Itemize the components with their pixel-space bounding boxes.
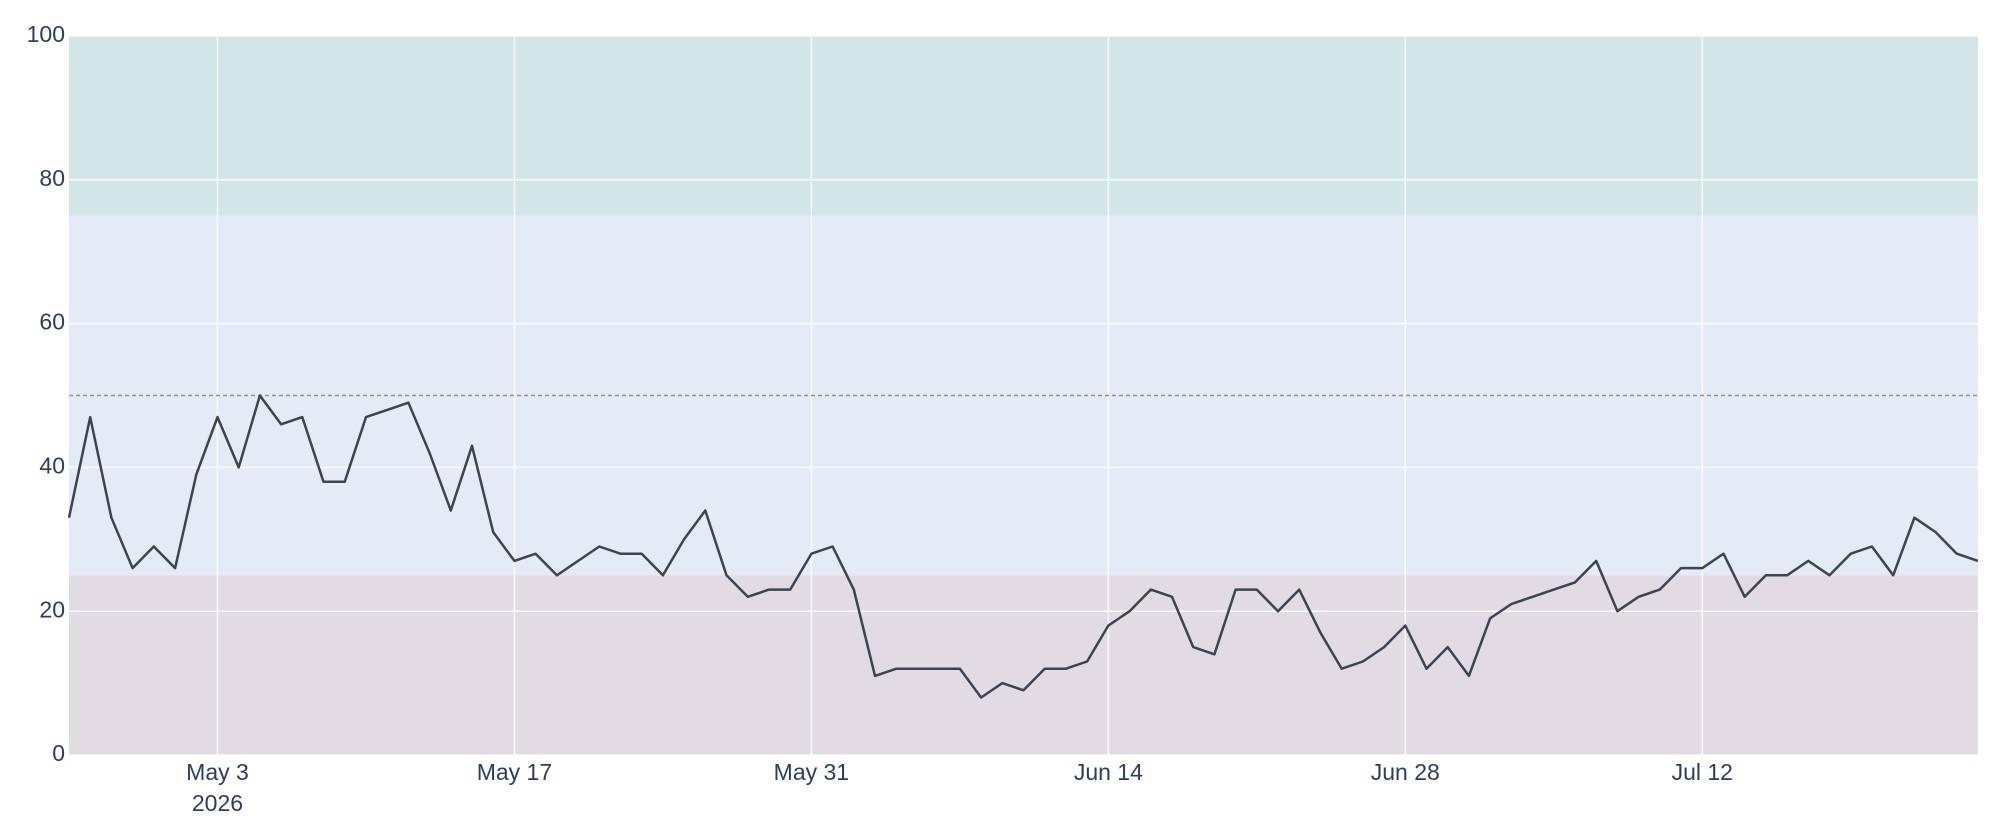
x-year-label: 2026 [192, 790, 243, 816]
band [69, 575, 1978, 755]
data-line [67, 394, 1979, 699]
x-tick-label: Jun 14 [1074, 759, 1143, 785]
x-tick-label: Jun 28 [1371, 759, 1440, 785]
y-tick-label: 20 [39, 596, 65, 622]
y-tick-label: 40 [39, 452, 65, 478]
band [69, 36, 1978, 216]
x-tick-label: May 31 [774, 759, 849, 785]
y-tick-label: 80 [39, 165, 65, 191]
y-tick-label: 0 [52, 740, 65, 766]
x-tick-label: Jul 12 [1672, 759, 1733, 785]
y-tick-label: 100 [27, 21, 65, 47]
x-tick-label: May 3 [186, 759, 249, 785]
y-tick-label: 60 [39, 309, 65, 335]
x-tick-label: May 17 [477, 759, 552, 785]
